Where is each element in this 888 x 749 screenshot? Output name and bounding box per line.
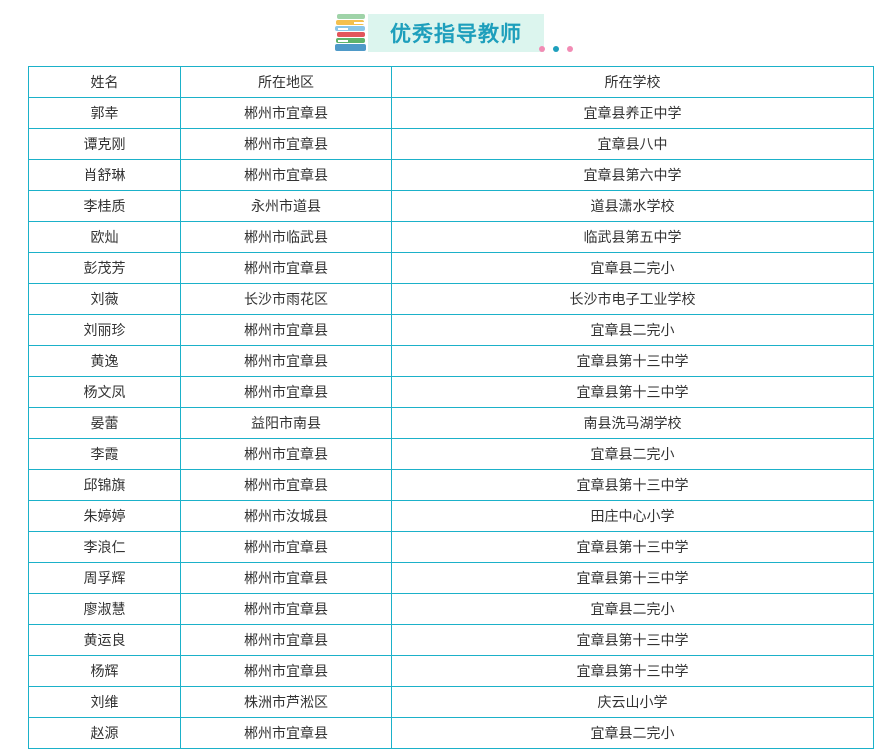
name-cell: 李浪仁	[28, 531, 181, 563]
region-cell: 郴州市宜章县	[180, 624, 392, 656]
region-cell: 郴州市宜章县	[180, 531, 392, 563]
name-cell: 黄逸	[28, 345, 181, 377]
table-row: 黄逸 郴州市宜章县 宜章县第十三中学	[28, 345, 874, 377]
name-cell: 刘丽珍	[28, 314, 181, 346]
table-row: 邱锦旗 郴州市宜章县 宜章县第十三中学	[28, 469, 874, 501]
school-cell: 宜章县第十三中学	[391, 345, 874, 377]
table-header-row: 姓名 所在地区 所在学校	[28, 66, 874, 98]
column-header-name: 姓名	[28, 66, 181, 98]
school-cell: 道县潇水学校	[391, 190, 874, 222]
region-cell: 郴州市临武县	[180, 221, 392, 253]
region-cell: 郴州市宜章县	[180, 438, 392, 470]
table-row: 刘维 株洲市芦淞区 庆云山小学	[28, 686, 874, 718]
name-cell: 李霞	[28, 438, 181, 470]
table-row: 彭茂芳 郴州市宜章县 宜章县二完小	[28, 252, 874, 284]
title-box: 优秀指导教师	[368, 14, 544, 52]
table-row: 欧灿 郴州市临武县 临武县第五中学	[28, 221, 874, 253]
page-title: 优秀指导教师	[390, 22, 522, 46]
name-cell: 刘维	[28, 686, 181, 718]
region-cell: 郴州市宜章县	[180, 345, 392, 377]
school-cell: 庆云山小学	[391, 686, 874, 718]
school-cell: 长沙市电子工业学校	[391, 283, 874, 315]
table-row: 李浪仁 郴州市宜章县 宜章县第十三中学	[28, 531, 874, 563]
name-cell: 李桂质	[28, 190, 181, 222]
region-cell: 郴州市宜章县	[180, 252, 392, 284]
region-cell: 株洲市芦淞区	[180, 686, 392, 718]
region-cell: 永州市道县	[180, 190, 392, 222]
region-cell: 长沙市雨花区	[180, 283, 392, 315]
name-cell: 廖淑慧	[28, 593, 181, 625]
school-cell: 宜章县第十三中学	[391, 655, 874, 687]
table-row: 郭幸 郴州市宜章县 宜章县养正中学	[28, 97, 874, 129]
school-cell: 宜章县二完小	[391, 314, 874, 346]
region-cell: 郴州市宜章县	[180, 593, 392, 625]
region-cell: 郴州市宜章县	[180, 469, 392, 501]
name-cell: 杨文凤	[28, 376, 181, 408]
school-cell: 宜章县第六中学	[391, 159, 874, 191]
table-row: 朱婷婷 郴州市汝城县 田庄中心小学	[28, 500, 874, 532]
name-cell: 邱锦旗	[28, 469, 181, 501]
name-cell: 肖舒琳	[28, 159, 181, 191]
school-cell: 宜章县第十三中学	[391, 376, 874, 408]
teachers-table: 姓名 所在地区 所在学校 郭幸 郴州市宜章县 宜章县养正中学 谭克刚 郴州市宜章县 宜章县…	[28, 66, 874, 749]
school-cell: 田庄中心小学	[391, 500, 874, 532]
school-cell: 宜章县第十三中学	[391, 469, 874, 501]
table-row: 肖舒琳 郴州市宜章县 宜章县第六中学	[28, 159, 874, 191]
region-cell: 郴州市宜章县	[180, 128, 392, 160]
school-cell: 宜章县二完小	[391, 438, 874, 470]
table-row: 刘丽珍 郴州市宜章县 宜章县二完小	[28, 314, 874, 346]
table-row: 谭克刚 郴州市宜章县 宜章县八中	[28, 128, 874, 160]
section-header: 优秀指导教师	[334, 12, 584, 54]
region-cell: 郴州市宜章县	[180, 97, 392, 129]
region-cell: 郴州市宜章县	[180, 717, 392, 749]
region-cell: 益阳市南县	[180, 407, 392, 439]
name-cell: 周孚辉	[28, 562, 181, 594]
region-cell: 郴州市宜章县	[180, 314, 392, 346]
table-row: 杨辉 郴州市宜章县 宜章县第十三中学	[28, 655, 874, 687]
school-cell: 宜章县二完小	[391, 252, 874, 284]
column-header-school: 所在学校	[391, 66, 874, 98]
name-cell: 黄运良	[28, 624, 181, 656]
dot-icon	[553, 46, 559, 52]
name-cell: 朱婷婷	[28, 500, 181, 532]
school-cell: 宜章县二完小	[391, 717, 874, 749]
name-cell: 谭克刚	[28, 128, 181, 160]
table-row: 李桂质 永州市道县 道县潇水学校	[28, 190, 874, 222]
table-row: 刘薇 长沙市雨花区 长沙市电子工业学校	[28, 283, 874, 315]
region-cell: 郴州市宜章县	[180, 655, 392, 687]
name-cell: 杨辉	[28, 655, 181, 687]
name-cell: 刘薇	[28, 283, 181, 315]
school-cell: 宜章县第十三中学	[391, 624, 874, 656]
decorative-dots	[539, 46, 573, 52]
region-cell: 郴州市宜章县	[180, 376, 392, 408]
school-cell: 临武县第五中学	[391, 221, 874, 253]
dot-icon	[539, 46, 545, 52]
name-cell: 郭幸	[28, 97, 181, 129]
school-cell: 宜章县养正中学	[391, 97, 874, 129]
table-row: 黄运良 郴州市宜章县 宜章县第十三中学	[28, 624, 874, 656]
name-cell: 欧灿	[28, 221, 181, 253]
region-cell: 郴州市宜章县	[180, 562, 392, 594]
table-row: 周孚辉 郴州市宜章县 宜章县第十三中学	[28, 562, 874, 594]
school-cell: 宜章县八中	[391, 128, 874, 160]
table-row: 廖淑慧 郴州市宜章县 宜章县二完小	[28, 593, 874, 625]
region-cell: 郴州市汝城县	[180, 500, 392, 532]
table-row: 李霞 郴州市宜章县 宜章县二完小	[28, 438, 874, 470]
name-cell: 赵源	[28, 717, 181, 749]
school-cell: 宜章县二完小	[391, 593, 874, 625]
school-cell: 宜章县第十三中学	[391, 562, 874, 594]
books-icon	[335, 14, 366, 51]
dot-icon	[567, 46, 573, 52]
region-cell: 郴州市宜章县	[180, 159, 392, 191]
school-cell: 宜章县第十三中学	[391, 531, 874, 563]
column-header-region: 所在地区	[180, 66, 392, 98]
name-cell: 晏蕾	[28, 407, 181, 439]
table-row: 晏蕾 益阳市南县 南县洗马湖学校	[28, 407, 874, 439]
table-row: 赵源 郴州市宜章县 宜章县二完小	[28, 717, 874, 749]
school-cell: 南县洗马湖学校	[391, 407, 874, 439]
name-cell: 彭茂芳	[28, 252, 181, 284]
table-row: 杨文凤 郴州市宜章县 宜章县第十三中学	[28, 376, 874, 408]
